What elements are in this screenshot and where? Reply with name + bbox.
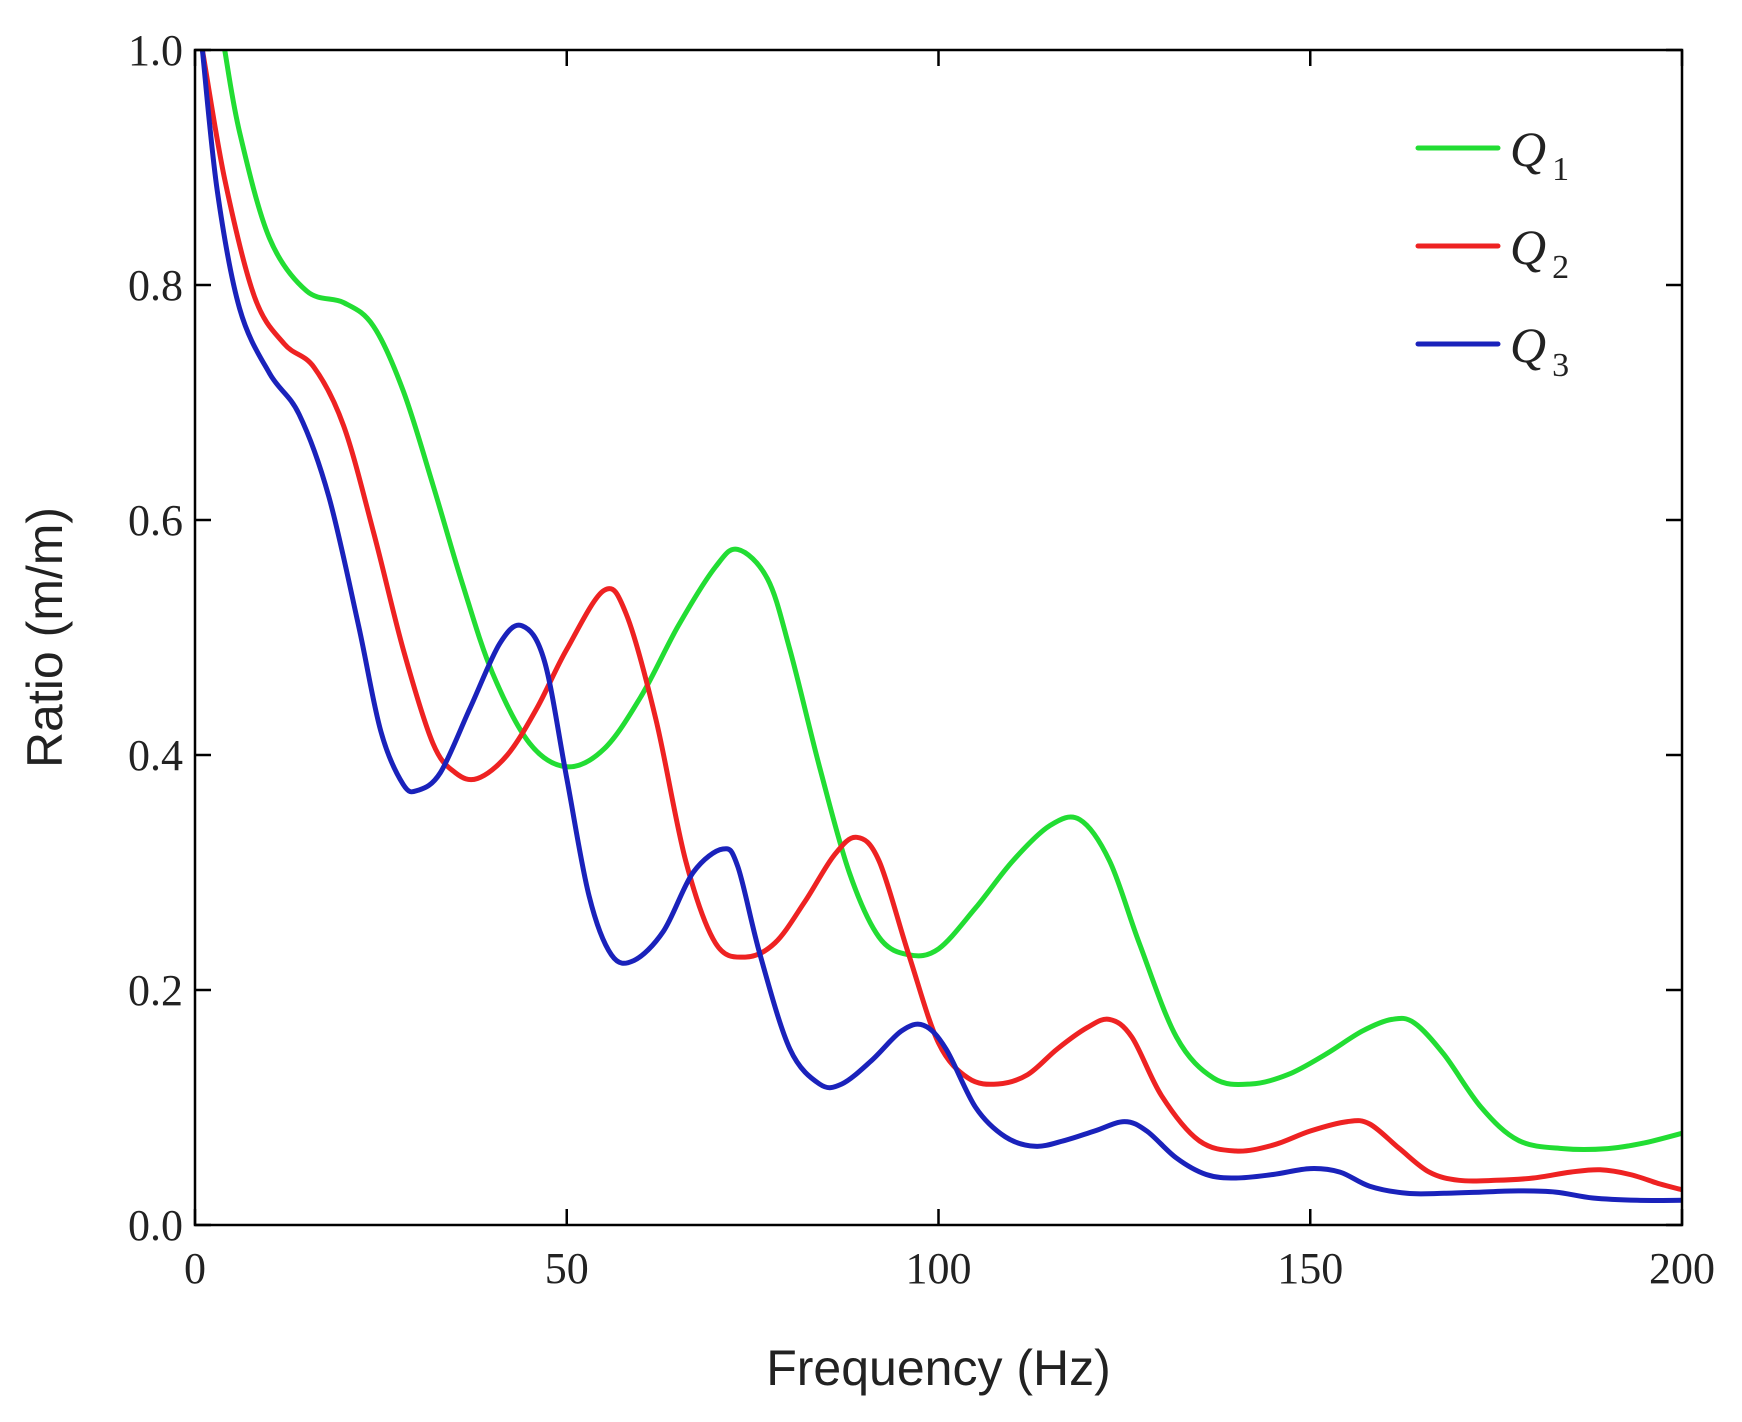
x-tick-label-150: 150 bbox=[1277, 1244, 1343, 1293]
x-tick-label-0: 0 bbox=[184, 1244, 206, 1293]
legend-symbol: Q bbox=[1510, 219, 1546, 275]
y-tick-label-0.8: 0.8 bbox=[128, 261, 183, 310]
legend: Q 1Q 2Q 3 bbox=[1415, 121, 1569, 384]
series-line-q1 bbox=[222, 50, 1682, 1152]
y-tick-label-0.2: 0.2 bbox=[128, 966, 183, 1015]
x-tick-label-200: 200 bbox=[1649, 1244, 1715, 1293]
y-axis-title: Ratio (m/m) bbox=[17, 507, 73, 768]
legend-symbol: Q bbox=[1510, 121, 1546, 177]
tick-labels-layer: 0 50 100 150 200 0.0 0.2 0.4 0.6 0.8 1.0 bbox=[128, 26, 1715, 1293]
x-tick-label-50: 50 bbox=[545, 1244, 589, 1293]
series-layer bbox=[199, 50, 1682, 1203]
y-tick-label-0: 0.0 bbox=[128, 1201, 183, 1250]
series-line-q3 bbox=[199, 50, 1682, 1203]
x-tick-label-100: 100 bbox=[906, 1244, 972, 1293]
x-axis-title: Frequency (Hz) bbox=[766, 1340, 1111, 1396]
y-tick-label-0.6: 0.6 bbox=[128, 496, 183, 545]
series-line-q2 bbox=[199, 50, 1682, 1193]
legend-subscript: 3 bbox=[1552, 347, 1569, 384]
legend-subscript: 2 bbox=[1552, 249, 1569, 286]
y-tick-label-1: 1.0 bbox=[128, 26, 183, 75]
y-tick-label-0.4: 0.4 bbox=[128, 731, 183, 780]
plot-frame bbox=[193, 48, 1684, 1227]
ticks-layer bbox=[193, 48, 1684, 1227]
legend-symbol: Q bbox=[1510, 317, 1546, 373]
legend-subscript: 1 bbox=[1552, 151, 1569, 188]
